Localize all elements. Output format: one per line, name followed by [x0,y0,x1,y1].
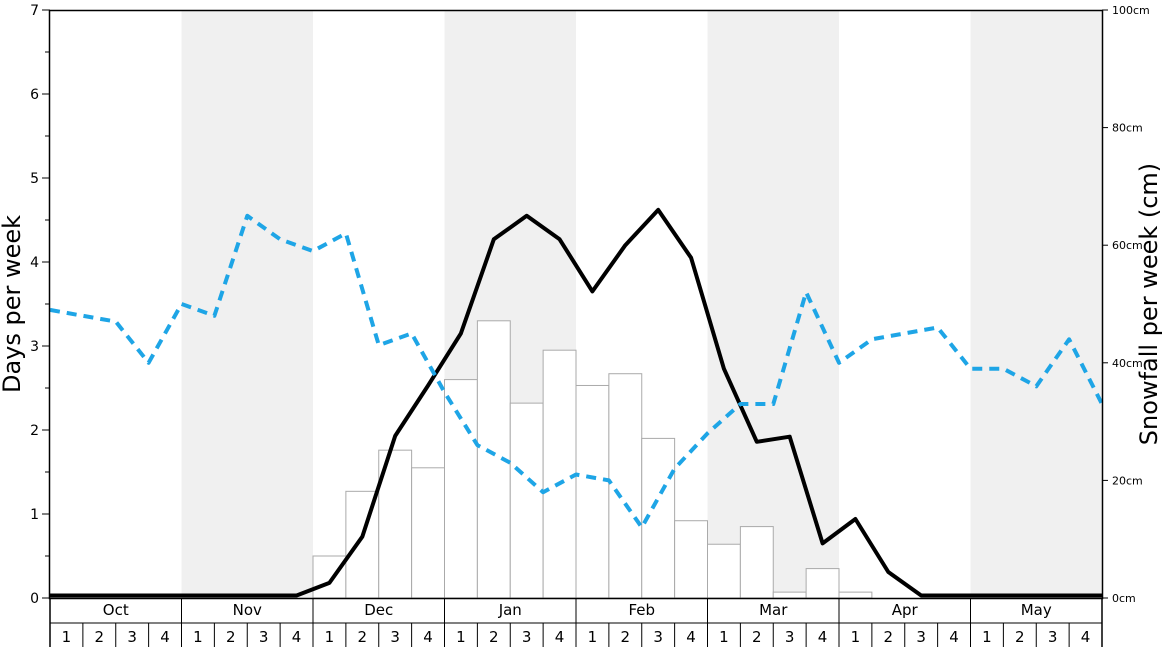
snowfall-line [49,213,1104,530]
week-label: 3 [785,628,795,646]
snow-days-bar [707,543,741,599]
week-label: 4 [292,628,302,646]
week-label: 2 [752,628,762,646]
week-label: 3 [390,628,400,646]
week-label: 2 [95,628,105,646]
month-label-mar: Mar [759,601,788,619]
month-label-jan: Jan [498,601,522,619]
week-label: 4 [818,628,828,646]
month-label-dec: Dec [364,601,393,619]
week-label: 2 [358,628,368,646]
right-axis-tick-label: 0cm [1112,592,1136,605]
left-axis-tick-label: 4 [30,255,39,271]
snow-days-bar [805,568,840,599]
snow-days-bar [542,349,577,599]
month-label-oct: Oct [103,601,129,619]
snow-days-bar [674,520,708,599]
right-axis-tick-label: 100cm [1112,4,1150,17]
week-label: 4 [423,628,433,646]
left-axis-tick-label: 0 [30,591,39,607]
week-label: 1 [456,628,466,646]
month-label-apr: Apr [892,601,919,619]
snow-days-bar [772,591,807,599]
snow-days-bar [608,373,643,599]
month-shade-may [970,10,1102,598]
month-shade-nov [181,10,313,598]
week-label: 1 [719,628,729,646]
left-axis-tick-label: 2 [30,423,39,439]
right-axis-tick-label: 80cm [1112,122,1143,135]
snow-days-bar [509,402,544,599]
week-label: 4 [555,628,565,646]
right-axis-label: Snowfall per week (cm) [1135,163,1163,445]
week-label: 3 [1048,628,1058,646]
week-label: 1 [982,628,992,646]
week-label: 1 [325,628,335,646]
week-label: 2 [884,628,894,646]
week-label: 1 [588,628,598,646]
week-label: 3 [259,628,269,646]
week-label: 4 [686,628,696,646]
week-label: 4 [949,628,959,646]
right-axis-tick-label: 40cm [1112,357,1143,370]
x-axis: Oct 1 2 3 4 Nov 1 2 3 4 Dec 1 2 3 4 Jan 1 2 3 4 Feb 1 2 3 4 Mar 1 2… [49,598,1103,647]
snow-days-bar [312,555,347,599]
right-axis: 0cm 20cm 40cm 60cm 80cm 100cm [1102,4,1150,605]
right-axis-tick-label: 20cm [1112,474,1143,487]
snow-days-line [50,207,1102,598]
week-label: 3 [127,628,137,646]
week-label: 3 [653,628,663,646]
month-shading [181,10,1102,598]
week-label: 2 [621,628,631,646]
right-axis-tick-label: 60cm [1112,239,1143,252]
month-label-may: May [1021,601,1052,619]
week-label: 2 [226,628,236,646]
snow-days-bar [444,379,478,599]
left-axis-tick-label: 1 [30,507,39,523]
week-label: 2 [1015,628,1025,646]
snow-days-bar [838,591,873,599]
snow-days-bar [575,384,610,599]
left-axis-tick-label: 5 [30,171,39,187]
week-label: 3 [522,628,532,646]
left-axis-tick-label: 6 [30,87,39,103]
week-label: 4 [160,628,170,646]
week-label: 1 [193,628,203,646]
snow-days-bar [411,467,445,599]
left-axis-tick-label: 3 [30,339,39,355]
week-label: 4 [1081,628,1091,646]
month-shade-mar [707,10,839,598]
left-axis-tick-label: 7 [30,3,39,19]
month-label-feb: Feb [628,601,655,619]
month-label-nov: Nov [233,601,262,619]
week-label: 1 [851,628,861,646]
snow-days-bar [739,526,774,599]
week-label: 1 [62,628,72,646]
left-axis-label: Days per week [0,215,26,393]
chart-lines [49,207,1104,598]
week-label: 3 [916,628,926,646]
week-label: 2 [489,628,499,646]
left-axis: 0 1 2 3 4 5 6 7 [30,3,50,607]
